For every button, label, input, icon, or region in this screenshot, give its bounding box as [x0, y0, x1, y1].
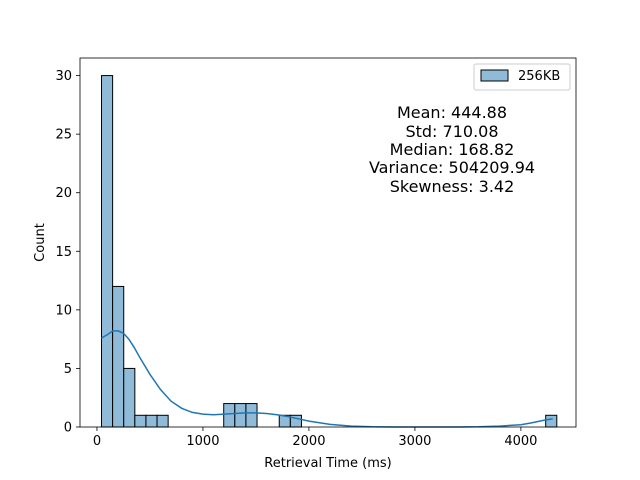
- legend: 256KB: [473, 63, 571, 91]
- histogram-bar: [156, 414, 169, 428]
- histogram-bar: [234, 403, 247, 428]
- y-axis-ticks: 0 5 10 15 20 25 30: [55, 69, 80, 436]
- y-tick-label: 15: [55, 245, 72, 260]
- x-tick-label: 0: [93, 434, 101, 449]
- legend-label: 256KB: [518, 69, 560, 84]
- legend-swatch: [480, 69, 509, 82]
- stats-skewness: Skewness: 3.42: [390, 177, 515, 196]
- stats-annotation: Mean: 444.88 Std: 710.08 Median: 168.82 …: [369, 103, 535, 196]
- y-axis-label: Count: [33, 223, 48, 262]
- histogram-bar: [101, 75, 114, 428]
- histogram-bar: [223, 403, 236, 428]
- x-tick-label: 3000: [398, 434, 431, 449]
- x-tick-label: 2000: [292, 434, 325, 449]
- x-axis-label: Retrieval Time (ms): [264, 456, 391, 471]
- y-tick-label: 10: [55, 303, 72, 318]
- x-tick-label: 1000: [186, 434, 219, 449]
- stats-median: Median: 168.82: [390, 140, 515, 159]
- y-tick-label: 0: [64, 421, 72, 436]
- histogram-bar: [112, 285, 125, 428]
- stats-std: Std: 710.08: [405, 122, 498, 141]
- y-tick-label: 25: [55, 128, 72, 143]
- histogram-bar: [134, 414, 147, 428]
- y-tick-label: 20: [55, 186, 72, 201]
- stats-mean: Mean: 444.88: [397, 103, 507, 122]
- axes-frame: [79, 57, 577, 428]
- histogram-bar: [123, 367, 136, 428]
- y-tick-label: 30: [55, 69, 72, 84]
- stats-variance: Variance: 504209.94: [369, 158, 535, 177]
- histogram-bar: [145, 414, 158, 428]
- histogram-bar: [545, 414, 558, 428]
- x-axis-ticks: 0 1000 2000 3000 4000: [93, 427, 537, 449]
- histogram-bar: [245, 403, 258, 428]
- x-tick-label: 4000: [504, 434, 537, 449]
- y-tick-label: 5: [64, 362, 72, 377]
